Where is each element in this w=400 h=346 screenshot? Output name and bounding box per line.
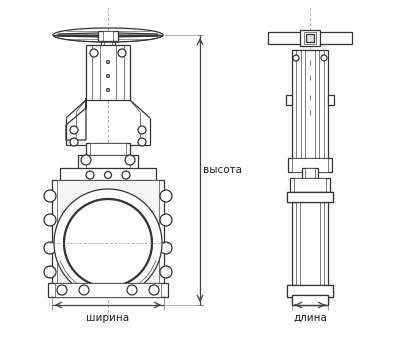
Circle shape <box>125 155 135 165</box>
Circle shape <box>138 138 146 146</box>
Circle shape <box>44 242 56 254</box>
Bar <box>287 285 333 297</box>
Bar <box>305 168 315 180</box>
Text: высота: высота <box>202 165 242 175</box>
Bar <box>300 195 320 292</box>
Circle shape <box>138 126 146 134</box>
Circle shape <box>160 190 172 202</box>
Bar <box>304 32 316 44</box>
Bar <box>292 192 328 295</box>
Circle shape <box>44 190 56 202</box>
Bar <box>52 180 164 295</box>
Circle shape <box>127 285 137 295</box>
Bar <box>288 158 332 172</box>
Circle shape <box>149 285 159 295</box>
Text: длина: длина <box>293 313 327 323</box>
Bar <box>78 155 138 173</box>
Circle shape <box>64 199 152 287</box>
Bar <box>268 32 306 44</box>
Circle shape <box>118 49 126 57</box>
Circle shape <box>104 172 112 179</box>
Circle shape <box>44 266 56 278</box>
Bar <box>292 295 328 305</box>
Bar <box>294 178 326 194</box>
Bar <box>48 283 168 297</box>
Text: ширина: ширина <box>86 313 130 323</box>
Bar <box>306 34 314 42</box>
Bar <box>314 32 352 44</box>
Circle shape <box>44 214 56 226</box>
Bar <box>86 143 130 155</box>
Bar <box>90 143 126 155</box>
Bar <box>314 32 352 44</box>
Bar <box>101 41 115 51</box>
Bar <box>292 158 328 172</box>
Bar <box>60 168 156 182</box>
Bar <box>55 283 161 297</box>
Circle shape <box>160 214 172 226</box>
Circle shape <box>160 242 172 254</box>
Bar <box>296 192 324 295</box>
Bar <box>292 295 328 305</box>
Circle shape <box>106 61 110 64</box>
Bar <box>86 45 130 100</box>
Bar <box>104 41 112 51</box>
Bar <box>268 32 306 44</box>
Polygon shape <box>66 98 86 140</box>
Circle shape <box>70 138 78 146</box>
Circle shape <box>86 171 94 179</box>
Circle shape <box>293 55 299 61</box>
Circle shape <box>79 285 89 295</box>
Circle shape <box>57 285 67 295</box>
Bar <box>302 168 318 180</box>
Circle shape <box>106 89 110 91</box>
Bar <box>57 180 159 295</box>
Circle shape <box>321 55 327 61</box>
Bar <box>86 155 130 173</box>
Bar <box>98 31 118 41</box>
Bar <box>328 95 334 105</box>
Circle shape <box>70 126 78 134</box>
Bar <box>292 50 328 170</box>
Circle shape <box>106 74 110 78</box>
Bar <box>286 95 292 105</box>
Bar <box>287 285 333 297</box>
Circle shape <box>54 189 162 297</box>
Circle shape <box>160 266 172 278</box>
Bar <box>290 178 330 194</box>
Bar <box>103 31 113 41</box>
Bar <box>287 192 333 202</box>
Bar <box>300 30 320 46</box>
Circle shape <box>122 171 130 179</box>
Circle shape <box>81 155 91 165</box>
Bar <box>287 192 333 202</box>
Circle shape <box>90 49 98 57</box>
